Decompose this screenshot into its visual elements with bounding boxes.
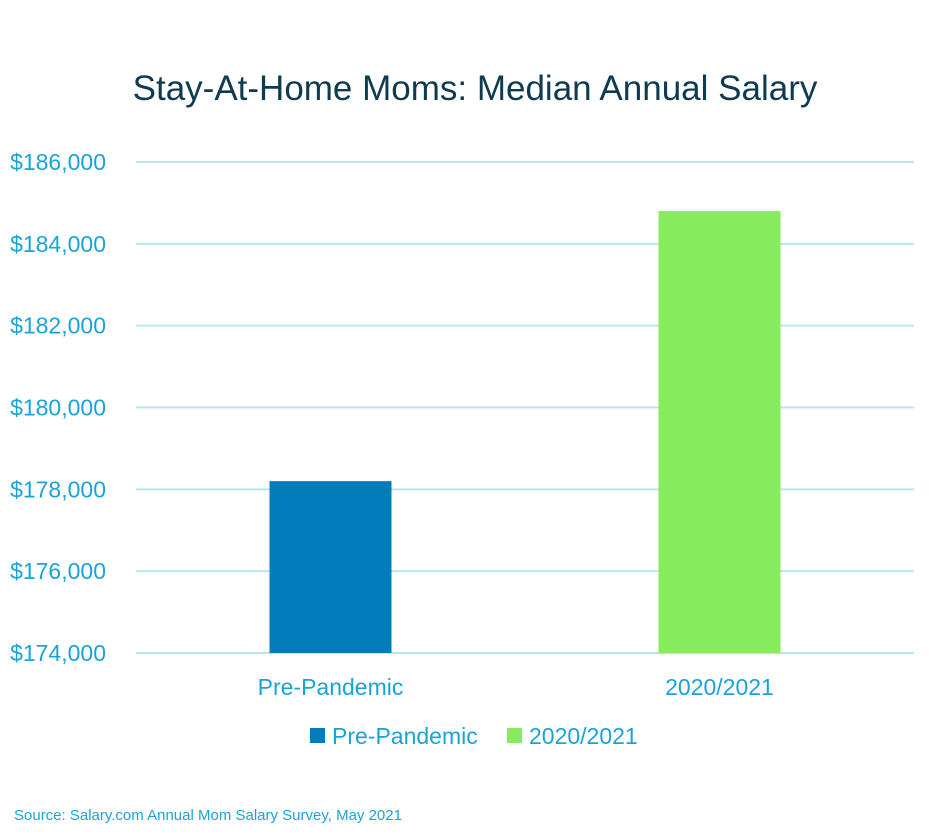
- chart-title: Stay-At-Home Moms: Median Annual Salary: [133, 69, 818, 108]
- x-axis-category-labels: Pre-Pandemic 2020/2021: [258, 674, 774, 700]
- legend: Pre-Pandemic 2020/2021: [310, 723, 638, 749]
- y-axis-tick-labels: $174,000 $176,000 $178,000 $180,000 $182,000…: [10, 149, 106, 666]
- legend-label: Pre-Pandemic: [332, 723, 478, 749]
- bar: [269, 481, 392, 653]
- y-tick-label: $174,000: [10, 640, 106, 666]
- bar: [658, 211, 781, 653]
- grid-lines: [136, 161, 914, 654]
- x-category-label: 2020/2021: [665, 674, 774, 700]
- y-tick-label: $176,000: [10, 558, 106, 584]
- y-tick-label: $184,000: [10, 231, 106, 257]
- bars: [269, 211, 781, 653]
- y-tick-label: $178,000: [10, 476, 106, 502]
- legend-swatch: [310, 728, 325, 743]
- y-tick-label: $180,000: [10, 395, 106, 421]
- legend-swatch: [507, 728, 522, 743]
- y-tick-label: $186,000: [10, 149, 106, 175]
- source-note: Source: Salary.com Annual Mom Salary Sur…: [14, 807, 402, 824]
- x-category-label: Pre-Pandemic: [258, 674, 404, 700]
- y-tick-label: $182,000: [10, 313, 106, 339]
- legend-label: 2020/2021: [529, 723, 638, 749]
